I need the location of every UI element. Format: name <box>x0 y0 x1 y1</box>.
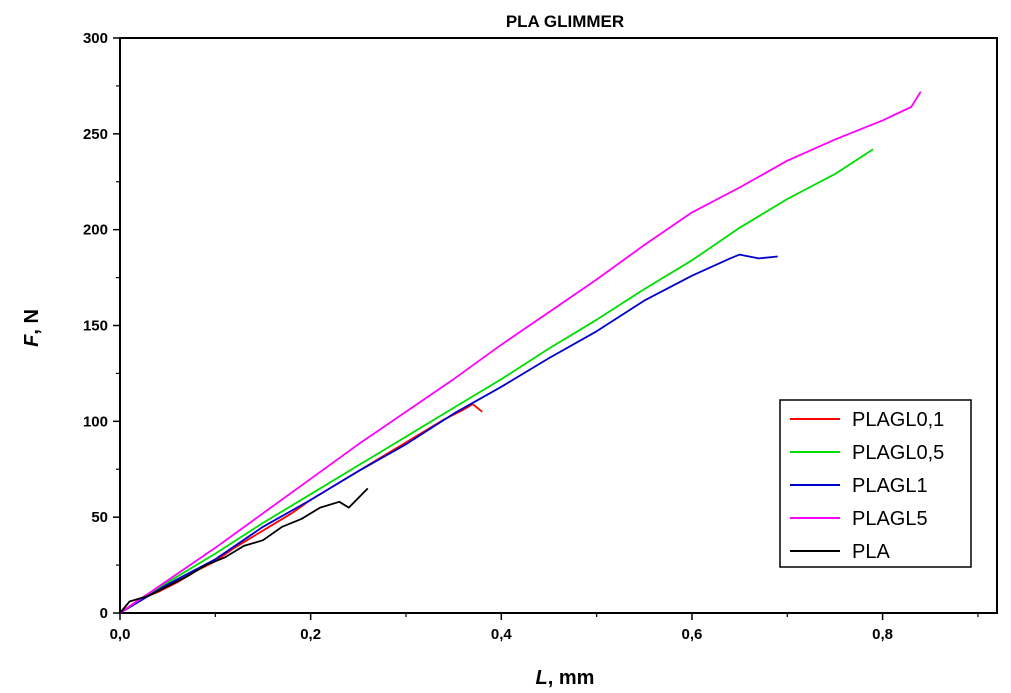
legend-label: PLAGL0,5 <box>852 442 944 464</box>
x-tick-label: 0,4 <box>491 626 513 643</box>
x-axis-unit: , mm <box>548 667 595 689</box>
x-tick-label: 0,6 <box>682 626 703 643</box>
legend-label: PLAGL0,1 <box>852 409 944 431</box>
legend-label: PLA <box>852 541 890 563</box>
y-tick-label: 100 <box>83 413 108 430</box>
x-tick-label: 0,0 <box>110 626 131 643</box>
y-axis: 0 50 100 150 200 250 300 <box>83 30 120 622</box>
y-tick-label: 0 <box>100 605 108 622</box>
series-line-plagl1 <box>119 253 778 614</box>
y-tick-label: 300 <box>83 30 108 47</box>
x-axis: 0,0 0,2 0,4 0,6 0,8 <box>110 613 979 643</box>
x-axis-title: L, mm <box>536 667 595 689</box>
legend-label: PLAGL1 <box>852 475 928 497</box>
y-axis-symbol: F <box>21 334 43 347</box>
series-line-pla <box>119 487 369 614</box>
x-tick-label: 0,2 <box>300 626 321 643</box>
series-line-plagl5 <box>119 91 922 614</box>
series-line-plagl0-5 <box>119 148 874 614</box>
x-tick-label: 0,8 <box>872 626 893 643</box>
y-tick-label: 200 <box>83 222 108 239</box>
legend: PLAGL0,1 PLAGL0,5 PLAGL1 PLAGL5 PLA <box>779 399 972 568</box>
y-tick-label: 250 <box>83 126 108 143</box>
x-axis-symbol: L <box>536 667 548 689</box>
y-axis-unit: , N <box>21 309 43 335</box>
chart-title: PLA GLIMMER <box>506 12 624 31</box>
y-tick-label: 50 <box>91 509 108 526</box>
series-layer <box>119 91 922 614</box>
legend-box <box>779 399 972 568</box>
y-tick-label: 150 <box>83 318 108 335</box>
y-axis-title: F, N <box>21 309 43 347</box>
legend-label: PLAGL5 <box>852 508 928 530</box>
